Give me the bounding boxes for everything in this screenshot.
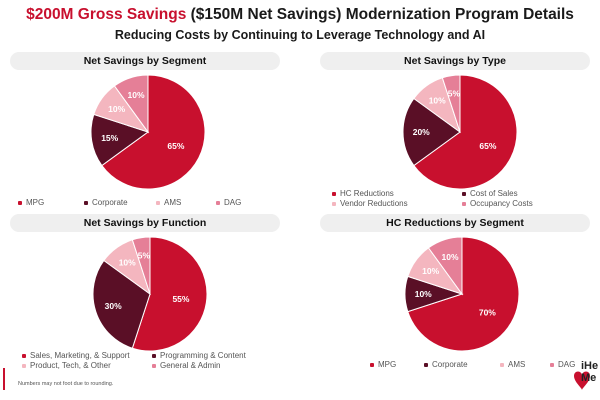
pie-slice-dag xyxy=(427,236,463,296)
legend-swatch xyxy=(84,200,88,205)
legend-item: AMS xyxy=(156,198,181,207)
legend-item: MPG xyxy=(370,360,396,369)
pie-slice-dag xyxy=(113,74,149,134)
pie-slice-programming-content xyxy=(92,259,151,349)
pie-data-label: 55% xyxy=(172,294,189,304)
legend-label: MPG xyxy=(26,198,45,207)
chart-title: Net Savings by Function xyxy=(10,214,280,232)
pie-data-label: 15% xyxy=(101,133,118,143)
legend-label: Corporate xyxy=(92,198,128,207)
legend-label: Programming & Content xyxy=(160,351,246,360)
pie-slice-occupancy-costs xyxy=(441,74,461,133)
pie-data-label: 20% xyxy=(413,127,430,137)
pie-slice-sales-marketing-support xyxy=(131,236,208,352)
chart-title: Net Savings by Segment xyxy=(10,52,280,70)
chart-title: HC Reductions by Segment xyxy=(320,214,590,232)
logo-text: iHe Me xyxy=(581,360,599,384)
footnote: Numbers may not foot due to rounding. xyxy=(18,381,114,387)
legend-swatch xyxy=(462,191,466,196)
chart-panel-segment: Net Savings by Segment 65% 15% 10% 10% MPG C… xyxy=(10,52,280,212)
legend-item: AMS xyxy=(500,360,525,369)
pie-data-label: 10% xyxy=(442,252,459,262)
pie-chart-hc: 70%10%10%10% xyxy=(404,236,520,352)
pie-data-label: 5% xyxy=(448,89,461,99)
legend-swatch xyxy=(216,200,220,205)
legend-label: Cost of Sales xyxy=(470,189,518,198)
legend-swatch xyxy=(462,201,466,206)
legend-item: HC Reductions xyxy=(332,189,394,198)
legend-swatch xyxy=(332,191,336,196)
legend-swatch xyxy=(152,363,156,368)
pie-chart-type: 65% 20% 10%5% xyxy=(402,74,518,190)
pie-data-label: 10% xyxy=(119,258,136,268)
legend-label: AMS xyxy=(164,198,182,207)
pie-data-label: 30% xyxy=(105,301,122,311)
legend-item: Cost of Sales xyxy=(462,189,518,198)
legend-swatch xyxy=(156,200,160,205)
legend-item: Vendor Reductions xyxy=(332,199,408,208)
legend-item: MPG xyxy=(18,198,44,207)
legend-swatch xyxy=(22,353,26,358)
legend-item: Corporate xyxy=(84,198,128,207)
pie-slice-cost-of-sales xyxy=(402,97,461,167)
legend-label: Product, Tech, & Other xyxy=(30,361,111,370)
pie-data-label: 65% xyxy=(479,141,496,151)
legend-item: Occupancy Costs xyxy=(462,199,533,208)
accent-bar xyxy=(3,368,5,390)
pie-data-label: 5% xyxy=(138,251,151,261)
legend-swatch xyxy=(550,362,554,367)
legend-item: Corporate xyxy=(424,360,468,369)
legend-swatch xyxy=(152,353,156,358)
pie-data-label: 10% xyxy=(415,289,432,299)
legend-label: AMS xyxy=(508,360,526,369)
pie-data-label: 10% xyxy=(429,96,446,106)
pie-slice-mpg xyxy=(101,74,206,190)
legend-label: General & Admin xyxy=(160,361,221,370)
legend-swatch xyxy=(424,362,428,367)
legend-swatch xyxy=(18,200,22,205)
legend-label: HC Reductions xyxy=(340,189,394,198)
pie-data-label: 10% xyxy=(128,90,145,100)
legend-swatch xyxy=(500,362,504,367)
pie-data-label: 70% xyxy=(479,307,496,317)
chart-panel-type: Net Savings by Type 65% 20% 10% 5% HC Reduc… xyxy=(320,52,590,212)
pie-slice-general-admin xyxy=(131,236,151,295)
chart-title: Net Savings by Type xyxy=(320,52,590,70)
title-rest: ($150M Net Savings) Modernization Progra… xyxy=(186,6,574,23)
legend-label: Sales, Marketing, & Support xyxy=(30,351,130,360)
pie-data-label: 10% xyxy=(422,266,439,276)
legend-item: Product, Tech, & Other xyxy=(22,361,111,370)
iheart-logo-icon xyxy=(574,371,590,390)
pie-chart-function: 55% 30% 10%5% xyxy=(92,236,208,352)
legend-item: Sales, Marketing, & Support xyxy=(22,351,130,360)
legend-item: DAG xyxy=(216,198,241,207)
pie-chart-segment: 65% 15% 10%10% xyxy=(90,74,206,190)
legend-swatch xyxy=(370,362,374,367)
legend-item: DAG xyxy=(550,360,575,369)
chart-panel-function: Net Savings by Function 55% 30% 10% 5% Sale… xyxy=(10,214,280,374)
pie-slice-corporate xyxy=(90,113,150,167)
pie-data-label: 65% xyxy=(167,141,184,151)
legend-label: Corporate xyxy=(432,360,468,369)
legend-label: MPG xyxy=(378,360,397,369)
pie-data-label: 10% xyxy=(108,104,125,114)
page-title: $200M Gross Savings ($150M Net Savings) … xyxy=(0,6,600,24)
legend-label: Occupancy Costs xyxy=(470,199,533,208)
legend-label: DAG xyxy=(224,198,242,207)
title-gross-savings: $200M Gross Savings xyxy=(26,6,187,23)
legend-swatch xyxy=(22,363,26,368)
pie-slice-hc-reductions xyxy=(413,74,518,190)
legend-item: Programming & Content xyxy=(152,351,246,360)
legend-swatch xyxy=(332,201,336,206)
page-subtitle: Reducing Costs by Continuing to Leverage… xyxy=(114,28,486,42)
legend-label: DAG xyxy=(558,360,576,369)
chart-panel-hc: HC Reductions by Segment 70% 10% 10% 10% MP… xyxy=(320,214,590,374)
legend-item: General & Admin xyxy=(152,361,220,370)
legend-label: Vendor Reductions xyxy=(340,199,408,208)
